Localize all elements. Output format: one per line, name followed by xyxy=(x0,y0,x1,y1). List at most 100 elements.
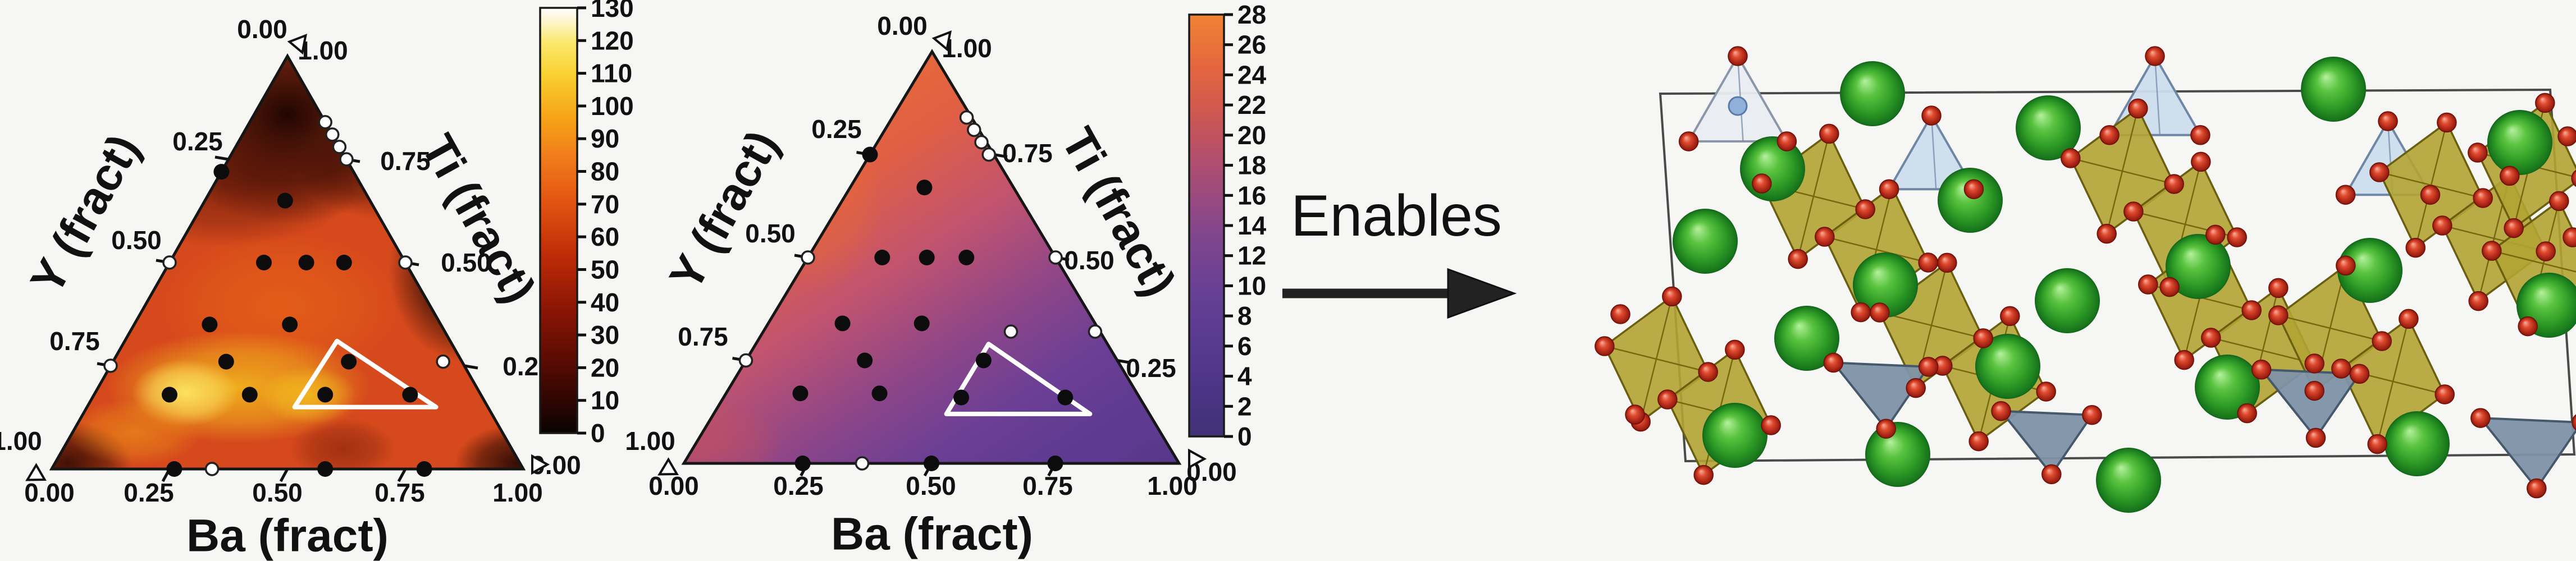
open-data-point xyxy=(967,122,981,137)
axis-title-y: Y (fract) xyxy=(21,126,149,302)
axis-tick-label-y: 1.00 xyxy=(625,426,675,456)
axis-tick-label-y: 0.25 xyxy=(811,114,862,144)
red-sphere xyxy=(1973,328,1993,348)
data-point xyxy=(218,353,234,370)
red-sphere xyxy=(2504,218,2524,238)
data-point xyxy=(919,250,935,265)
colorbar-tick-label: 26 xyxy=(1237,30,1266,59)
red-sphere xyxy=(1963,179,1984,199)
colorbar-tick-label: 30 xyxy=(591,320,619,350)
tetrahedron-edge xyxy=(1833,362,1887,430)
red-sphere xyxy=(1788,249,1808,269)
green-sphere xyxy=(1975,334,2040,399)
red-sphere xyxy=(1693,465,1714,485)
red-sphere xyxy=(2145,46,2165,66)
open-data-point xyxy=(855,456,870,471)
green-sphere xyxy=(1673,209,1738,274)
red-sphere xyxy=(2082,405,2102,425)
colorbar-tick-label: 70 xyxy=(591,190,619,219)
data-point xyxy=(792,385,809,402)
colorbar-tick-label: 40 xyxy=(591,288,619,317)
cation-sphere xyxy=(1728,96,1748,116)
vertex-marker xyxy=(287,34,308,55)
open-data-point xyxy=(801,250,815,265)
red-sphere xyxy=(2036,381,2056,402)
red-sphere xyxy=(2061,148,2081,168)
enables-label: Enables xyxy=(1291,183,1502,249)
data-point xyxy=(953,389,970,406)
red-sphere xyxy=(1968,431,1989,452)
red-sphere xyxy=(1876,419,1896,439)
axis-tick-label-y: 0.25 xyxy=(172,127,223,156)
axis-tick-label-y: 0.75 xyxy=(678,322,728,351)
red-sphere xyxy=(2405,237,2426,258)
red-sphere xyxy=(2331,358,2351,379)
colorbar-tick-label: 12 xyxy=(1237,241,1266,270)
blue-tetrahedron xyxy=(1887,113,1976,191)
open-data-point xyxy=(398,255,413,270)
axis-tick-label-ti: 0.75 xyxy=(380,146,431,176)
axis-title-ti: Ti (fract) xyxy=(1052,119,1185,305)
red-sphere xyxy=(2164,174,2184,194)
data-point xyxy=(975,352,992,369)
green-sphere xyxy=(2195,355,2260,420)
heat-blob xyxy=(67,398,202,466)
red-sphere xyxy=(2304,380,2324,401)
octahedron-edge xyxy=(2210,337,2315,365)
open-data-point xyxy=(1048,250,1063,265)
data-point xyxy=(862,146,878,163)
red-sphere xyxy=(1918,357,1939,377)
axis-tick-label-ba: 0.75 xyxy=(1022,471,1073,500)
heat-blob xyxy=(289,418,396,469)
open-data-point xyxy=(318,115,332,130)
open-data-point xyxy=(974,135,989,150)
ternary-plot-property: 0.00 0.25 0.50 0.75 1.00 1.00 0.75 0.50 0.25 0.00… xyxy=(625,0,1266,560)
colorbar-tick-label: 4 xyxy=(1237,362,1252,391)
green-sphere xyxy=(1865,422,1930,487)
open-data-point xyxy=(339,152,354,167)
red-sphere xyxy=(1725,339,1745,360)
colorbar-tick-label: 10 xyxy=(1237,271,1266,300)
colorbar-tick-label: 8 xyxy=(1237,301,1252,330)
data-point xyxy=(341,353,357,370)
red-sphere xyxy=(2268,278,2289,298)
open-data-point xyxy=(738,353,753,368)
data-point xyxy=(241,387,258,403)
colorbar-tick-label: 110 xyxy=(591,59,632,88)
axis-tick-label-ba: 0.50 xyxy=(906,471,956,500)
red-sphere xyxy=(2305,427,2326,448)
data-point xyxy=(317,387,334,403)
red-sphere xyxy=(2536,241,2556,261)
octahedron-edge xyxy=(1879,311,1984,339)
axis-tick-label-y: 0.50 xyxy=(745,219,796,248)
colorbar-tick-label: 6 xyxy=(1237,332,1252,361)
open-data-point xyxy=(204,462,220,476)
red-sphere xyxy=(2041,464,2062,485)
axis-tick xyxy=(214,155,229,161)
red-sphere xyxy=(2500,165,2520,186)
octahedron-edge xyxy=(2070,157,2175,185)
data-point xyxy=(336,255,352,270)
red-sphere xyxy=(2468,142,2488,163)
green-sphere xyxy=(2301,57,2366,122)
colorbar-tick-label: 2 xyxy=(1237,392,1252,421)
octahedron-edge xyxy=(2491,250,2576,273)
vertex-marker xyxy=(657,457,679,476)
axis-tick-label-ti: 1.00 xyxy=(298,36,348,65)
red-sphere xyxy=(2304,353,2324,374)
open-data-point xyxy=(1088,324,1103,339)
open-data-point xyxy=(1003,324,1018,339)
green-sphere xyxy=(1774,306,1839,371)
red-sphere xyxy=(1879,179,1899,199)
colorbar: 0 10 20 30 40 50 60 70 80 90 100 110 120 130 xyxy=(539,0,634,448)
red-sphere xyxy=(2473,188,2493,208)
axis-tick xyxy=(279,468,289,482)
red-sphere xyxy=(2563,227,2576,247)
green-sphere xyxy=(2166,234,2231,299)
vertex-marker xyxy=(25,463,47,481)
axis-title-ti: Ti (fract) xyxy=(412,126,545,311)
open-data-point xyxy=(959,110,974,125)
data-point xyxy=(256,255,272,270)
data-point xyxy=(317,461,334,477)
